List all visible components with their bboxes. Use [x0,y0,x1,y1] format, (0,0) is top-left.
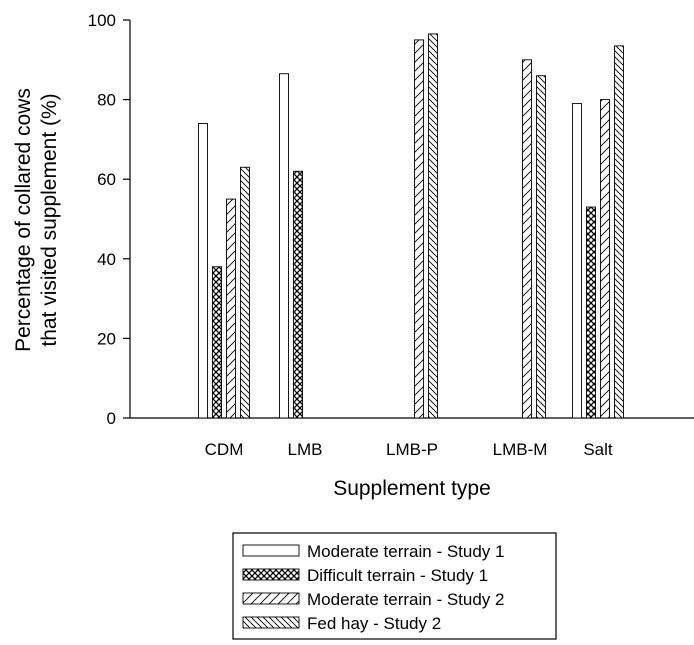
plot-area: 0 20 40 60 80 100 CDM LMB LMB-P LMB-M Salt [88,11,694,459]
bar [279,73,289,419]
bar [614,45,624,419]
y-axis-title-line-1: Percentage of collared cows [12,88,35,352]
bar [428,33,438,419]
y-tick-label: 60 [97,170,116,189]
x-axis-title: Supplement type [333,477,491,500]
x-tick-label: LMB-P [386,440,438,459]
bar [198,123,208,419]
bar [414,39,424,419]
bar [293,170,303,419]
bar [572,103,582,419]
legend-swatch [242,592,300,605]
bar [240,166,250,419]
legend-label: Moderate terrain - Study 2 [307,590,504,609]
y-tick-label: 80 [97,91,116,110]
x-tick-label: CDM [205,440,244,459]
legend: Moderate terrain - Study 1 Difficult terr… [232,532,557,640]
bar [600,99,610,419]
y-tick-label: 40 [97,250,116,269]
x-tick-label: Salt [583,440,613,459]
bar [226,198,236,419]
y-tick-label: 100 [88,11,116,30]
legend-swatch [242,544,300,557]
y-tick-label: 0 [107,409,116,428]
legend-swatch [242,568,300,581]
legend-label: Moderate terrain - Study 1 [307,542,504,561]
y-tick-label: 20 [97,329,116,348]
legend-label: Difficult terrain - Study 1 [307,566,488,585]
bar [212,266,222,419]
bar [522,59,532,419]
y-axis-title-line-2: that visited supplement (%) [38,93,61,346]
x-tick-label: LMB [288,440,323,459]
x-tick-label: LMB-M [493,440,548,459]
bar [586,206,596,419]
legend-label: Fed hay - Study 2 [307,614,441,633]
legend-swatch [242,616,300,629]
bar [536,75,546,419]
